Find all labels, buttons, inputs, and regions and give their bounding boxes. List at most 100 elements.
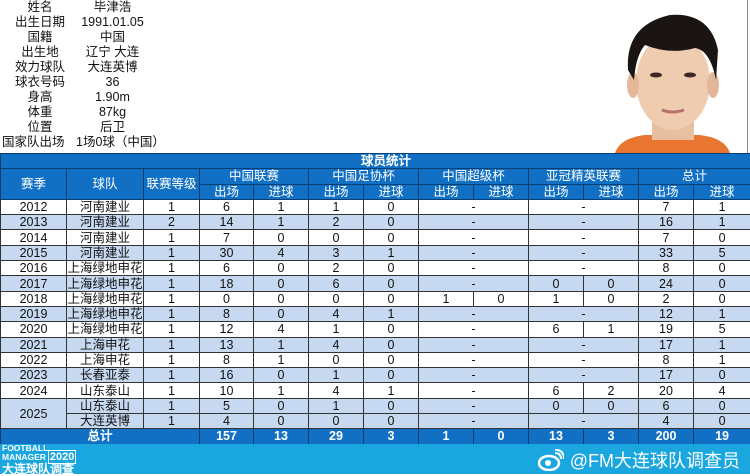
total-total-goals: 19: [694, 429, 750, 444]
cell-level: 1: [144, 398, 200, 413]
info-row: 出生地辽宁 大连: [0, 45, 200, 60]
cell-season: 2017: [1, 276, 67, 291]
cell-total-goals: 0: [694, 414, 750, 429]
cell-sup-none: -: [419, 337, 529, 352]
info-value: 辽宁 大连: [80, 45, 145, 60]
cell-team: 上海绿地申花: [67, 291, 144, 306]
cell-league-apps: 6: [200, 199, 254, 214]
cell-level: 1: [144, 245, 200, 260]
cell-fa-apps: 1: [309, 368, 364, 383]
cell-season: 2015: [1, 245, 67, 260]
cell-acl-none: -: [529, 261, 639, 276]
cell-fa-goals: 0: [364, 352, 419, 367]
weibo-handle: @FM大连球队调查员: [570, 447, 740, 473]
cell-fa-apps: 4: [309, 337, 364, 352]
cell-total-apps: 2: [639, 291, 694, 306]
cell-total-apps: 7: [639, 199, 694, 214]
cell-level: 1: [144, 322, 200, 337]
cell-acl-goals: 0: [584, 398, 639, 413]
cell-team: 山东泰山: [67, 398, 144, 413]
cell-fa-apps: 0: [309, 291, 364, 306]
subheader-goals: 进球: [694, 184, 750, 199]
cell-total-goals: 0: [694, 276, 750, 291]
cell-team: 长春亚泰: [67, 368, 144, 383]
table-title: 球员统计: [1, 154, 750, 169]
cell-level: 1: [144, 306, 200, 321]
cell-fa-goals: 1: [364, 383, 419, 398]
cell-sup-none: -: [419, 199, 529, 214]
cell-acl-apps: 6: [529, 383, 584, 398]
total-league-apps: 157: [200, 429, 254, 444]
cell-total-goals: 1: [694, 199, 750, 214]
cell-level: 1: [144, 352, 200, 367]
cell-total-apps: 7: [639, 230, 694, 245]
cell-fa-apps: 1: [309, 322, 364, 337]
cell-total-apps: 17: [639, 337, 694, 352]
cell-fa-apps: 2: [309, 261, 364, 276]
info-value: 大连英博: [80, 60, 145, 75]
cell-acl-none: -: [529, 368, 639, 383]
cell-sup-none: -: [419, 352, 529, 367]
cell-total-apps: 6: [639, 398, 694, 413]
player-photo: [600, 0, 748, 153]
cell-season: 2020: [1, 322, 67, 337]
cell-league-goals: 1: [254, 352, 309, 367]
info-value: 毕津浩: [80, 0, 145, 15]
cell-total-goals: 1: [694, 352, 750, 367]
info-value: 中国: [80, 30, 145, 45]
header-total: 总计: [639, 169, 750, 184]
cell-league-goals: 4: [254, 322, 309, 337]
cell-total-apps: 12: [639, 306, 694, 321]
cell-total-goals: 4: [694, 383, 750, 398]
cell-fa-goals: 1: [364, 245, 419, 260]
cell-sup-none: -: [419, 230, 529, 245]
cell-league-goals: 0: [254, 306, 309, 321]
info-label: 球衣号码: [0, 75, 80, 90]
cell-league-apps: 14: [200, 215, 254, 230]
cell-team: 山东泰山: [67, 383, 144, 398]
cell-acl-goals: 0: [584, 276, 639, 291]
cell-fa-goals: 0: [364, 276, 419, 291]
cell-total-apps: 33: [639, 245, 694, 260]
cell-total-apps: 8: [639, 261, 694, 276]
cell-fa-goals: 0: [364, 261, 419, 276]
cell-league-goals: 1: [254, 337, 309, 352]
cell-fa-goals: 0: [364, 414, 419, 429]
cell-acl-none: -: [529, 199, 639, 214]
cell-league-apps: 8: [200, 352, 254, 367]
info-value: 1991.01.05: [80, 15, 145, 30]
cell-league-goals: 0: [254, 230, 309, 245]
cell-team: 上海绿地申花: [67, 276, 144, 291]
cell-league-goals: 0: [254, 261, 309, 276]
cell-team: 上海绿地申花: [67, 306, 144, 321]
info-row: 姓名毕津浩: [0, 0, 200, 15]
cell-fa-apps: 4: [309, 383, 364, 398]
cell-sup-none: -: [419, 276, 529, 291]
header-league: 中国联赛: [200, 169, 309, 184]
cell-acl-apps: 1: [529, 291, 584, 306]
cell-season: 2019: [1, 306, 67, 321]
cell-league-apps: 18: [200, 276, 254, 291]
cell-total-goals: 0: [694, 291, 750, 306]
cell-acl-none: -: [529, 306, 639, 321]
cell-sup-none: -: [419, 215, 529, 230]
info-label: 位置: [0, 120, 80, 135]
subheader-apps: 出场: [200, 184, 254, 199]
cell-league-apps: 30: [200, 245, 254, 260]
cell-total-apps: 20: [639, 383, 694, 398]
info-value: 1.90m: [80, 90, 145, 105]
header-acl: 亚冠精英联赛: [529, 169, 639, 184]
cell-level: 2: [144, 215, 200, 230]
info-row: 位置后卫: [0, 120, 200, 135]
